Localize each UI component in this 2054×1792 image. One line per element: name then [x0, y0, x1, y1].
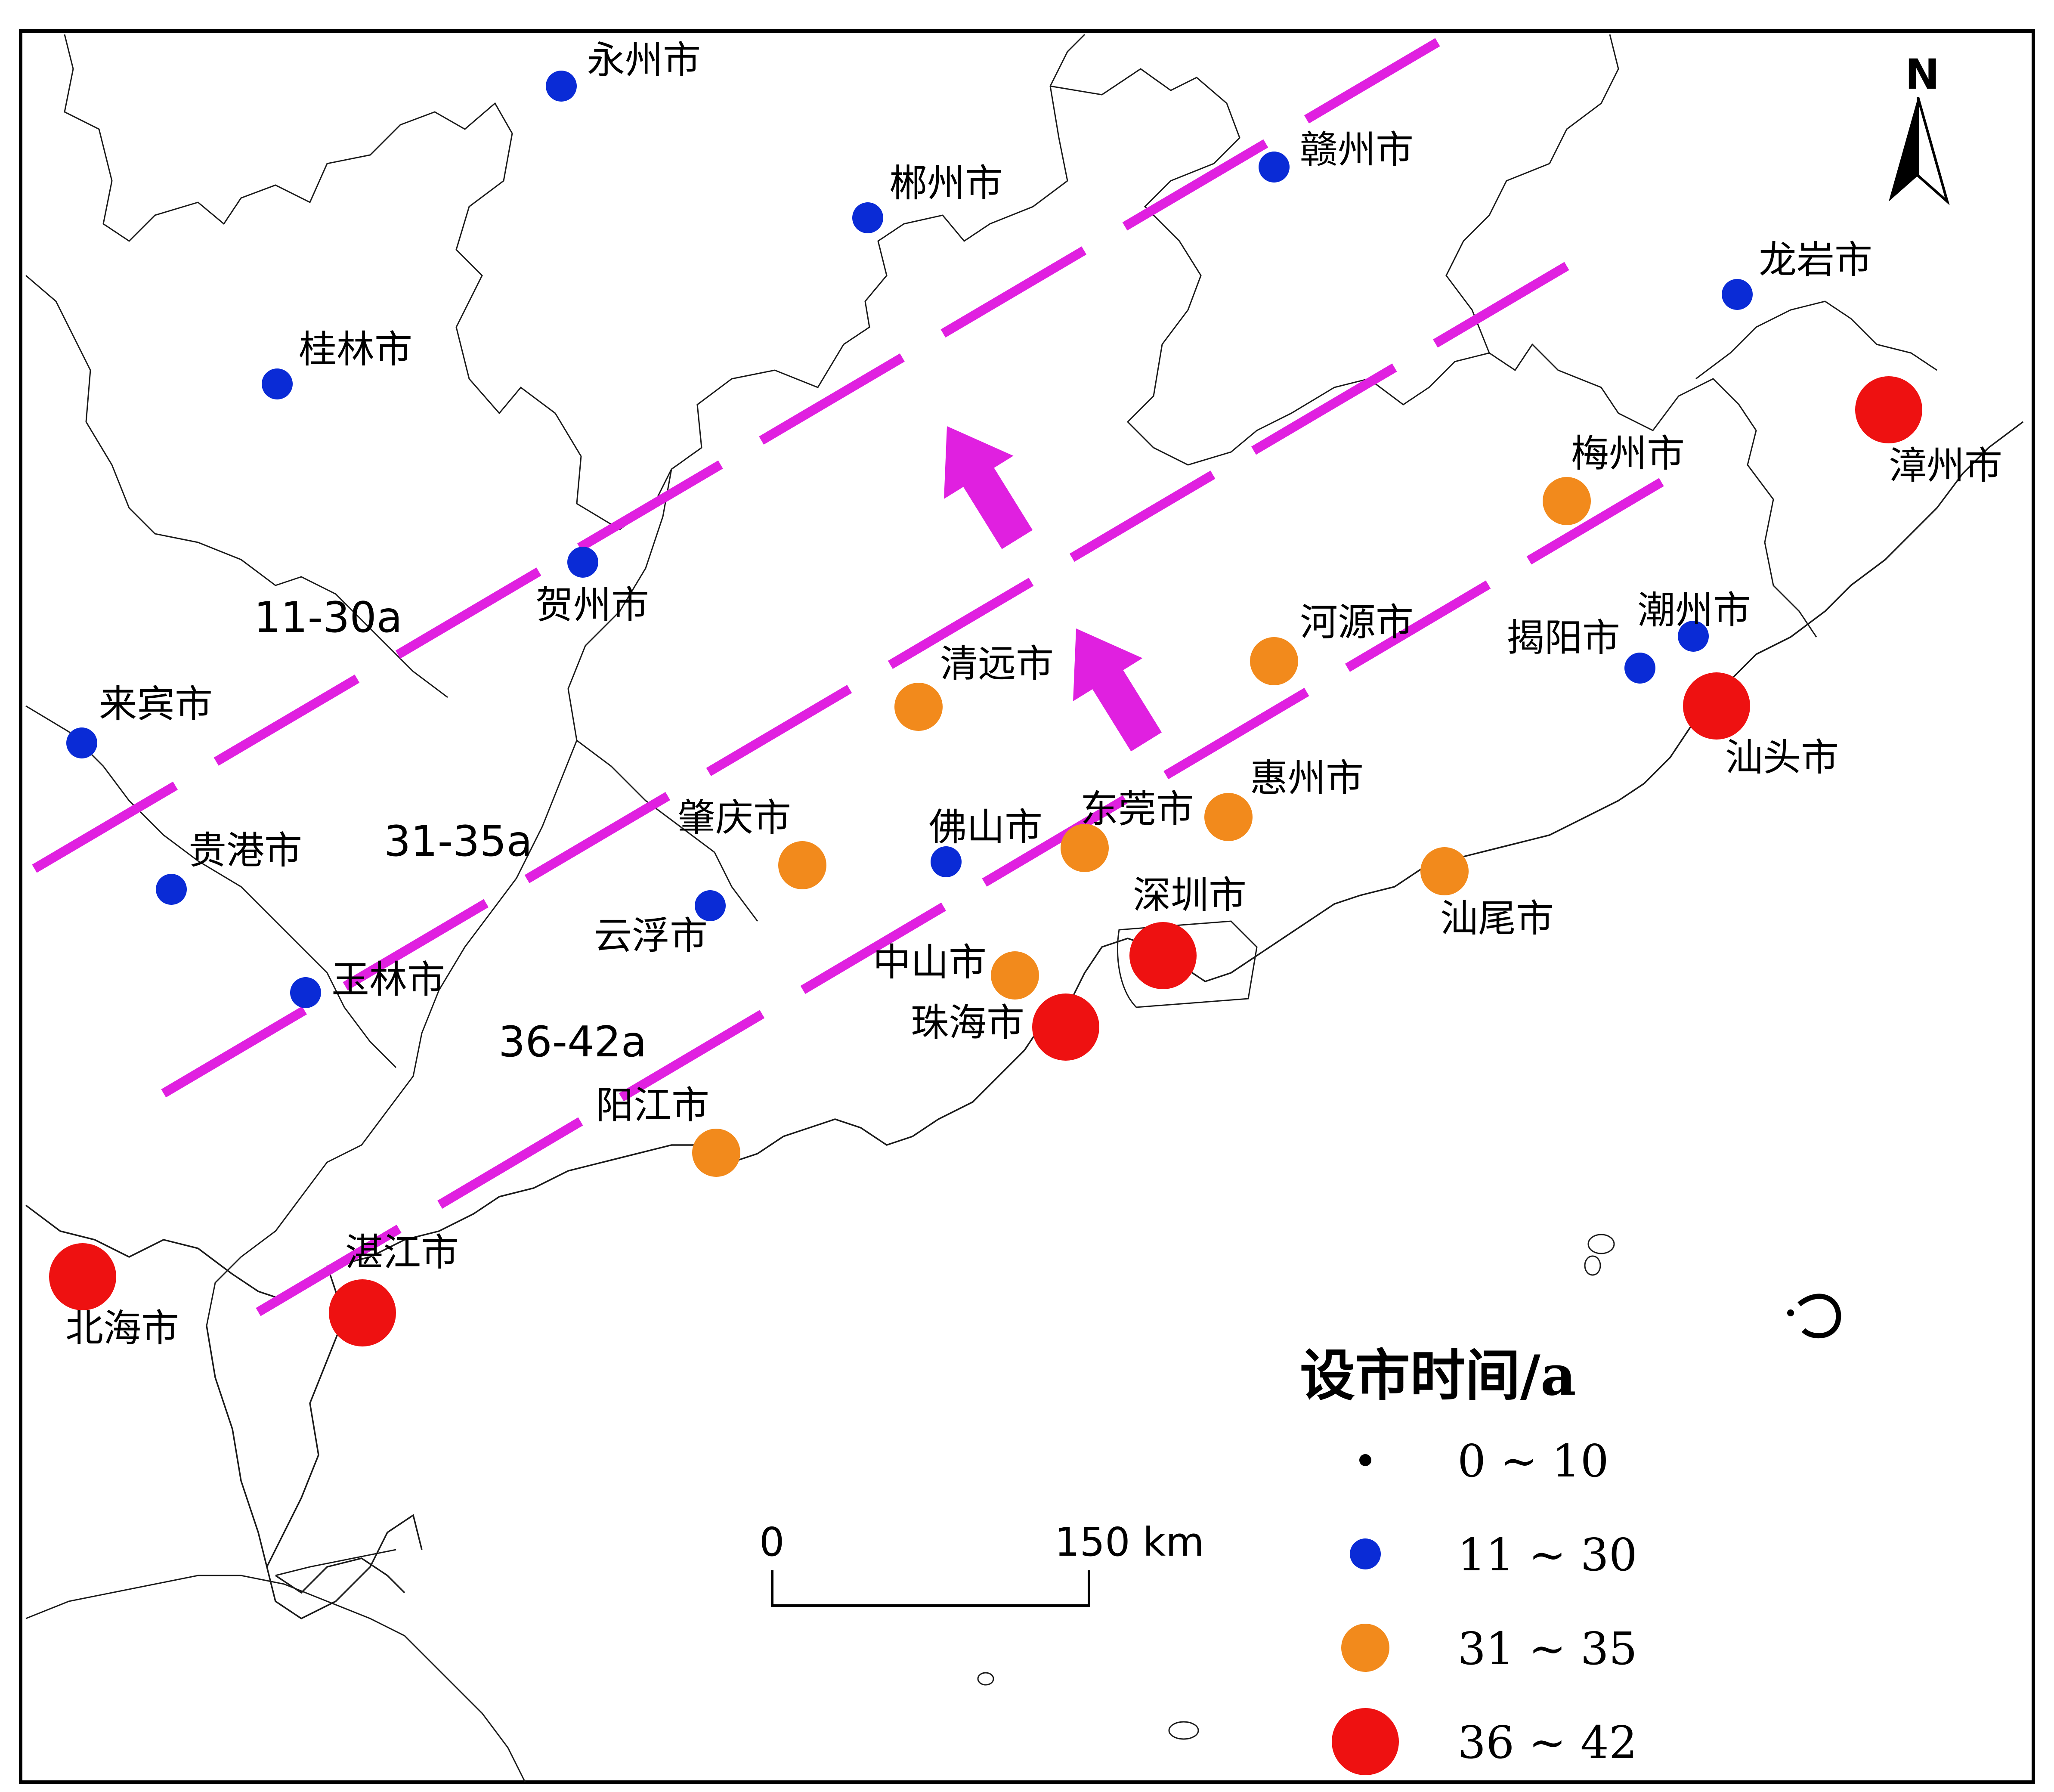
north-label: N — [1905, 50, 1940, 99]
legend-title: 设市时间/a — [1300, 1343, 1576, 1408]
city-label: 漳州市 — [1889, 443, 2002, 488]
city-label: 汕尾市 — [1440, 896, 1554, 941]
city-marker — [49, 1243, 116, 1310]
city-label: 贵港市 — [189, 828, 302, 873]
city-marker — [1204, 793, 1253, 841]
city-marker — [1855, 376, 1922, 443]
city-marker — [852, 202, 883, 233]
city-marker — [290, 977, 321, 1008]
city-marker — [1032, 993, 1099, 1061]
legend-symbol-0-10 — [1359, 1454, 1371, 1466]
band-label-2: 31-35a — [384, 817, 532, 866]
legend-label-0-10: 0 ~ 10 — [1457, 1435, 1609, 1487]
city-label: 龙岩市 — [1759, 238, 1872, 282]
legend-label-11-30: 11 ~ 30 — [1457, 1529, 1637, 1581]
city-label: 赣州市 — [1300, 127, 1414, 172]
city-marker — [329, 1279, 396, 1346]
city-label: 来宾市 — [99, 682, 213, 726]
province-boundaries — [25, 34, 1937, 1326]
city-label: 肇庆市 — [677, 795, 791, 840]
north-arrow-right-half — [1917, 97, 1950, 205]
legend-symbol-31-35 — [1341, 1624, 1389, 1672]
city-marker — [991, 951, 1039, 1000]
city-marker — [546, 71, 577, 102]
city-marker — [1250, 637, 1298, 685]
city-label: 惠州市 — [1250, 756, 1364, 800]
city-label: 阳江市 — [596, 1083, 709, 1127]
city-marker — [1624, 653, 1655, 684]
map-frame — [19, 29, 2035, 1784]
band-label-1: 11-30a — [254, 593, 402, 642]
city-marker — [1061, 824, 1109, 872]
city-label: 湛江市 — [345, 1230, 459, 1275]
city-marker — [778, 841, 826, 889]
city-label: 永州市 — [587, 38, 701, 82]
city-label: 贺州市 — [535, 583, 649, 627]
city-markers — [49, 71, 1922, 1346]
city-marker — [1129, 922, 1197, 989]
city-label: 梅州市 — [1571, 431, 1685, 476]
city-marker — [1259, 152, 1290, 183]
city-label: 郴州市 — [889, 161, 1003, 205]
city-label: 河源市 — [1300, 600, 1414, 644]
city-label: 揭阳市 — [1506, 616, 1620, 660]
city-label: 珠海市 — [911, 1000, 1024, 1045]
legend: 设市时间/a 0 ~ 10 11 ~ 30 31 ~ 35 36 ~ 42 — [1300, 1343, 1637, 1775]
band-line-2 — [161, 262, 1569, 1098]
city-marker — [1420, 847, 1469, 895]
city-marker — [567, 547, 598, 578]
city-marker — [156, 874, 187, 905]
city-label: 清远市 — [940, 641, 1054, 686]
city-label: 桂林市 — [299, 327, 412, 371]
band-line-3 — [256, 478, 1664, 1316]
city-marker — [692, 1129, 740, 1177]
legend-symbol-36-42 — [1332, 1708, 1399, 1775]
city-label: 佛山市 — [929, 805, 1042, 849]
city-label: 北海市 — [65, 1306, 179, 1350]
city-label: 深圳市 — [1133, 873, 1247, 917]
city-marker — [931, 846, 962, 877]
city-marker — [1543, 477, 1591, 525]
legend-symbol-11-30 — [1350, 1538, 1381, 1569]
scale-start-label: 0 — [759, 1519, 785, 1565]
scale-bar-line — [771, 1570, 1090, 1607]
city-marker — [1678, 621, 1709, 652]
band-line-1 — [32, 38, 1440, 873]
city-label: 潮州市 — [1637, 588, 1751, 632]
legend-label-31-35: 31 ~ 35 — [1457, 1622, 1637, 1675]
city-label: 东莞市 — [1080, 787, 1194, 831]
city-label: 中山市 — [873, 940, 987, 984]
city-marker — [262, 368, 293, 399]
band-label-3: 36-42a — [498, 1018, 647, 1067]
direction-arrows — [944, 426, 1162, 752]
city-label: 汕头市 — [1725, 735, 1839, 780]
scale-bar: 0 150 km — [759, 1519, 1204, 1607]
scale-end-label: 150 km — [1055, 1519, 1204, 1565]
north-arrow-left-half — [1889, 97, 1918, 201]
migration-arrow-2 — [1073, 628, 1162, 752]
city-marker — [894, 683, 943, 731]
band-boundary-lines — [32, 38, 1664, 1316]
city-marker — [1683, 672, 1750, 740]
legend-label-36-42: 36 ~ 42 — [1457, 1716, 1637, 1769]
city-label: 玉林市 — [331, 957, 445, 1002]
city-marker — [66, 727, 97, 758]
migration-arrow-1 — [944, 426, 1033, 549]
north-arrow: N — [1889, 50, 1950, 205]
city-marker — [695, 890, 726, 921]
band-labels: 11-30a 31-35a 36-42a — [254, 593, 647, 1067]
city-marker — [1722, 279, 1753, 310]
city-label: 云浮市 — [594, 913, 708, 958]
